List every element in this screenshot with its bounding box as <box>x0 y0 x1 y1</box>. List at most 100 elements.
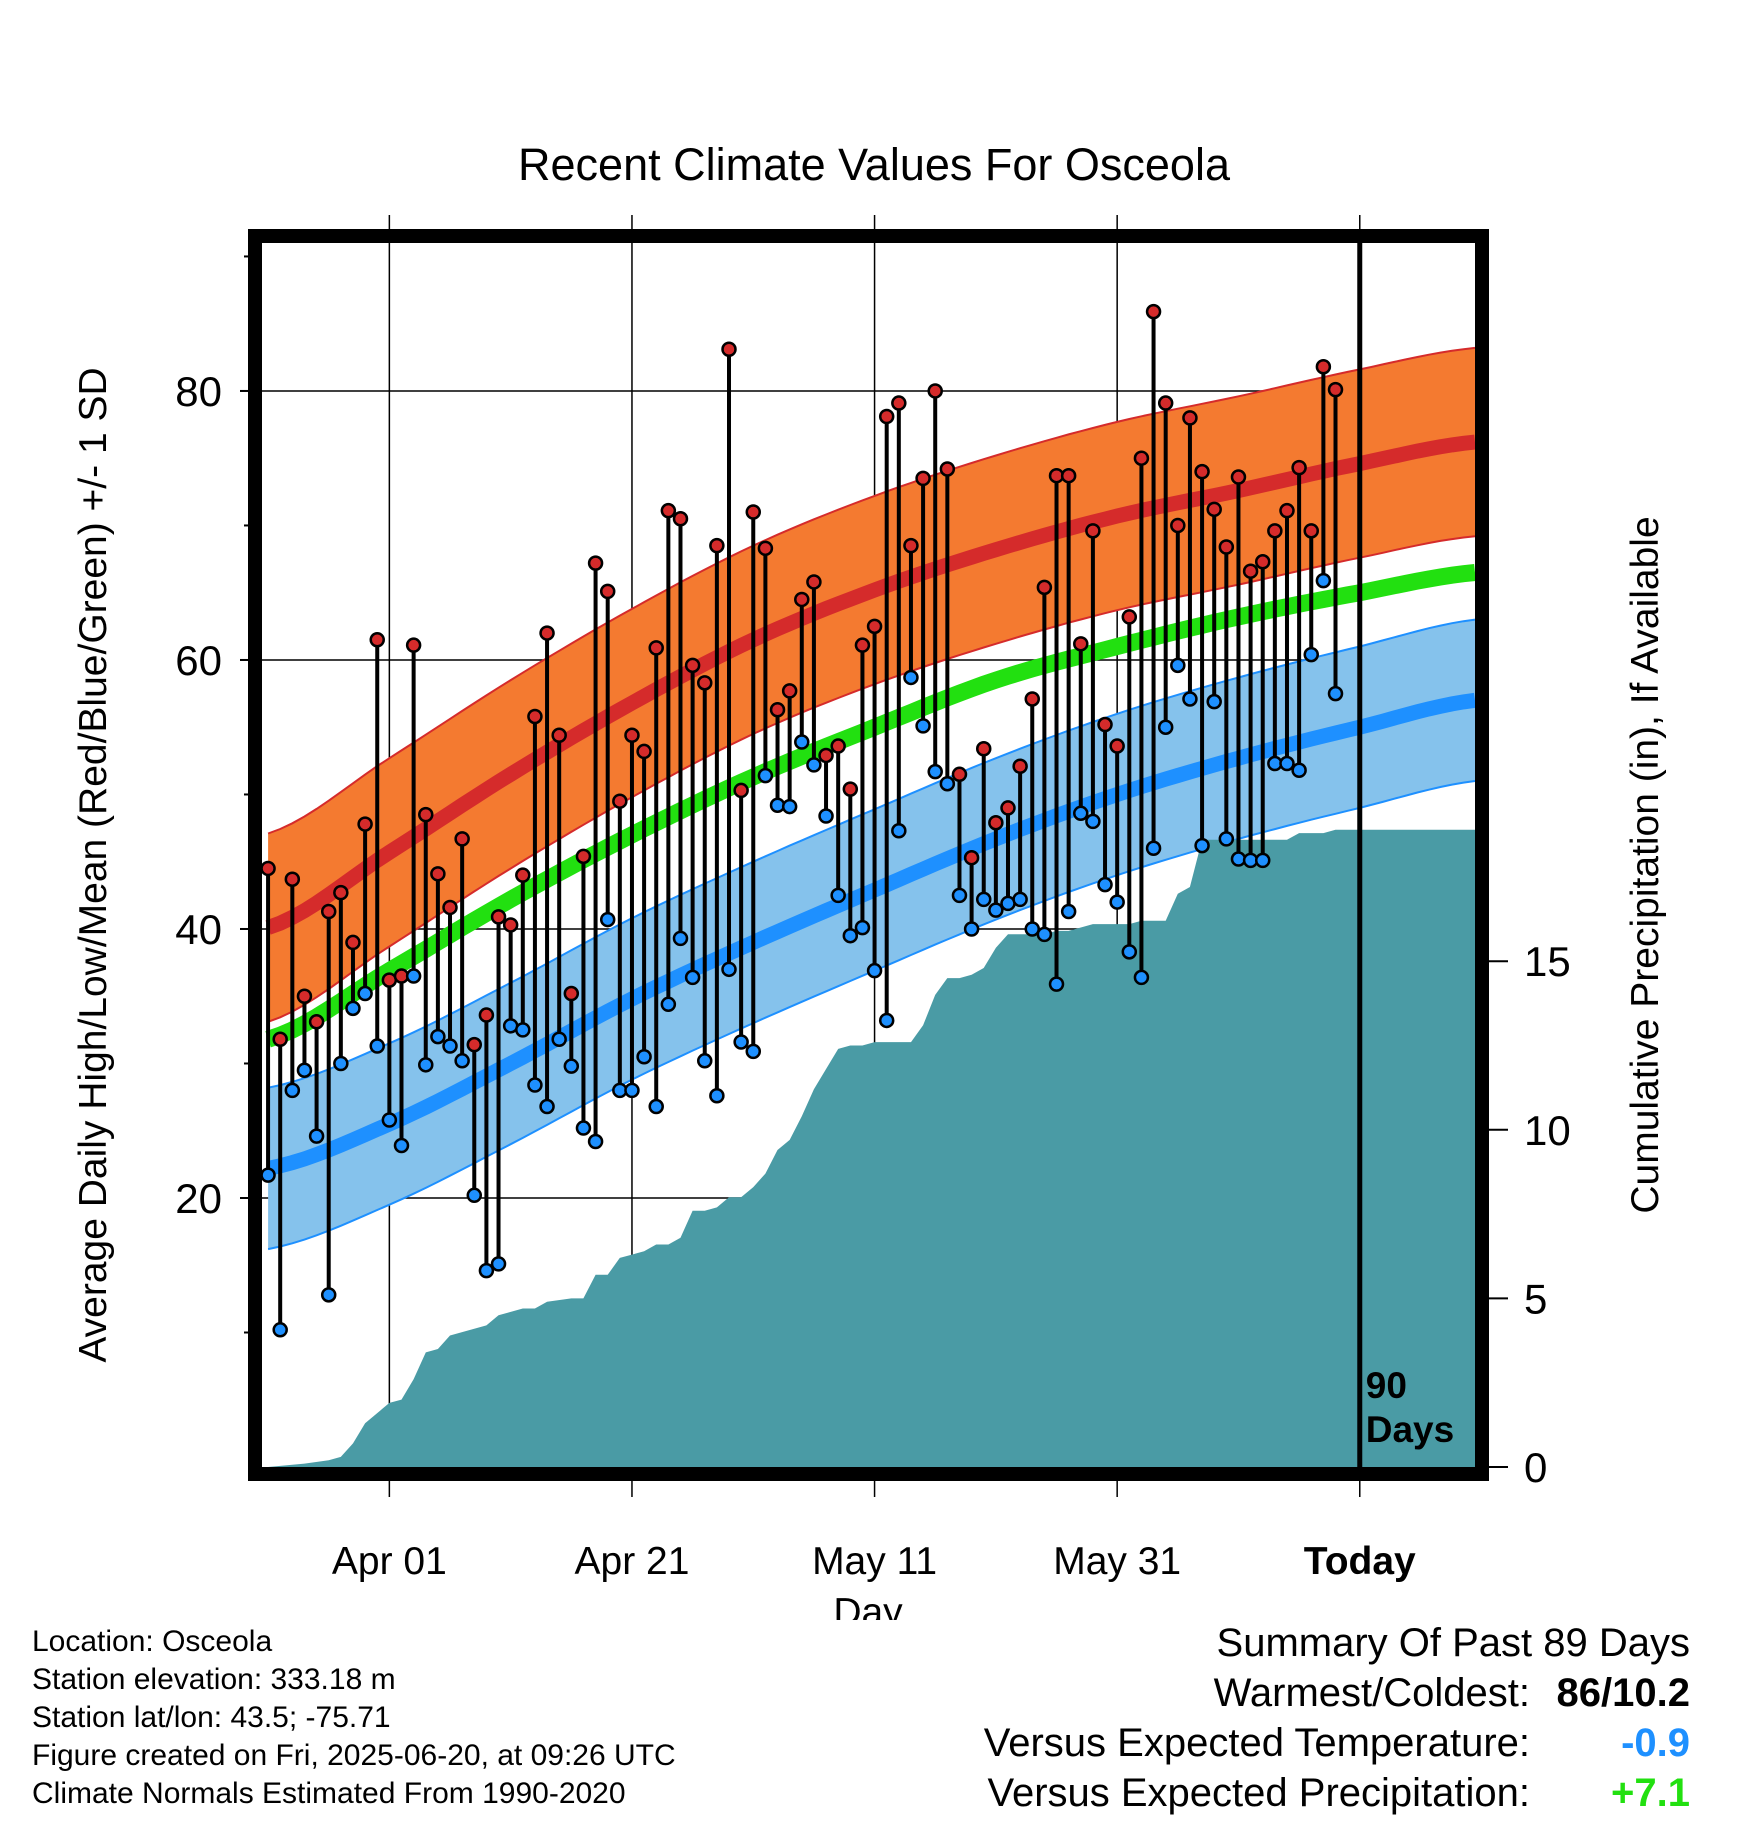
daily-low-point <box>1254 852 1271 869</box>
daily-low-point <box>1291 762 1307 779</box>
daily-high-point <box>1109 738 1125 754</box>
daily-low-point <box>1048 976 1065 992</box>
daily-low-point <box>672 930 689 947</box>
daily-high-point <box>915 470 931 487</box>
daily-low-point <box>1085 813 1101 830</box>
daily-high-point <box>1254 554 1271 570</box>
daily-low-point <box>1194 837 1210 854</box>
daily-high-point <box>1121 609 1138 625</box>
y-tick-label: 60 <box>175 637 222 684</box>
daily-high-point <box>357 816 373 832</box>
daily-high-point <box>320 903 337 920</box>
daily-high-point <box>430 866 446 882</box>
daily-high-point <box>502 917 519 933</box>
daily-low-point <box>794 734 810 750</box>
daily-high-point <box>757 540 774 557</box>
daily-low-point <box>951 887 968 904</box>
daily-high-point <box>442 899 458 916</box>
daily-high-point <box>854 637 871 653</box>
x-axis-label: Day <box>833 1591 903 1620</box>
x-tick-label: Apr 21 <box>575 1540 690 1583</box>
daily-low-point <box>988 902 1004 918</box>
daily-low-point <box>357 985 373 1002</box>
daily-low-point <box>1182 691 1198 707</box>
daily-high-point <box>1182 410 1198 426</box>
daily-high-point <box>842 781 859 797</box>
daily-high-point <box>733 782 749 799</box>
daily-low-point <box>320 1287 337 1303</box>
daily-high-point <box>903 537 919 554</box>
plot-border <box>248 229 1489 1481</box>
daily-high-point <box>333 884 349 901</box>
daily-low-point <box>854 919 871 936</box>
daily-high-point <box>1267 523 1283 539</box>
daily-low-point <box>842 927 859 944</box>
daily-low-point <box>1279 755 1295 772</box>
climate-chart: 90 Days 20 40 60 80 0 5 10 15 Apr 01 Apr 21 May 11 M… <box>72 139 1667 1620</box>
daily-high-point <box>284 871 301 887</box>
daily-low-point <box>915 718 931 734</box>
daily-low-point <box>975 891 992 908</box>
daily-high-point <box>1157 395 1174 411</box>
daily-high-point <box>527 708 543 725</box>
precipitation-area <box>268 829 1476 1467</box>
daily-low-point <box>757 767 774 784</box>
daily-low-point <box>333 1055 349 1072</box>
daily-high-point <box>1279 502 1295 519</box>
daily-high-point <box>684 657 701 674</box>
daily-low-point <box>1060 903 1077 920</box>
daily-low-point <box>405 968 422 984</box>
daily-low-point <box>454 1053 470 1069</box>
daily-high-point <box>478 1007 495 1023</box>
daily-high-point <box>794 591 810 608</box>
daily-low-point <box>660 996 677 1013</box>
daily-low-point <box>1218 831 1235 847</box>
precip-value: +7.1 <box>1611 1771 1690 1815</box>
daily-high-point <box>830 738 846 754</box>
y2-tick-label: 5 <box>1524 1275 1547 1322</box>
daily-low-point <box>684 969 701 986</box>
daily-low-point <box>1073 805 1089 822</box>
daily-high-point <box>1133 450 1150 466</box>
y-tick-label: 80 <box>175 368 222 415</box>
daily-high-point <box>575 848 592 865</box>
daily-low-point <box>345 1000 361 1017</box>
elevation-text: Station elevation: 333.18 m <box>32 1663 396 1696</box>
daily-high-point <box>466 1036 483 1053</box>
daily-high-point <box>975 740 992 757</box>
daily-low-point <box>478 1262 495 1279</box>
daily-high-point <box>369 632 385 648</box>
daily-high-point <box>624 727 640 744</box>
daily-high-point <box>818 747 834 764</box>
daily-high-point <box>1291 459 1307 476</box>
created-text: Figure created on Fri, 2025-06-20, at 09… <box>32 1739 676 1772</box>
daily-low-point <box>818 808 834 824</box>
daily-low-point <box>927 763 943 780</box>
daily-high-point <box>1206 501 1222 518</box>
daily-low-point <box>1315 572 1332 589</box>
daily-high-point <box>745 504 762 520</box>
daily-high-point <box>1194 463 1210 480</box>
daily-observations <box>260 303 1344 1338</box>
daily-low-point <box>430 1028 446 1045</box>
daily-low-point <box>963 921 980 937</box>
daily-high-point <box>988 814 1004 831</box>
daily-low-point <box>878 1012 895 1029</box>
daily-low-point <box>1303 646 1319 663</box>
precip-row: Versus Expected Precipitation: +7.1 <box>984 1768 1690 1818</box>
daily-high-point <box>721 341 737 358</box>
daily-low-point <box>1097 876 1113 893</box>
daily-low-point <box>648 1098 664 1115</box>
daily-low-point <box>587 1133 604 1150</box>
daily-high-point <box>1000 800 1016 816</box>
daily-low-point <box>1145 840 1162 857</box>
daily-high-point <box>405 637 422 653</box>
x-tick-label: Today <box>1304 1540 1416 1583</box>
daily-high-point <box>709 537 725 554</box>
daily-high-point <box>1012 758 1028 774</box>
daily-low-point <box>1327 685 1344 702</box>
daily-high-point <box>1097 716 1113 733</box>
daily-low-point <box>709 1088 725 1104</box>
daily-low-point <box>381 1112 398 1128</box>
daily-low-point <box>272 1322 288 1338</box>
